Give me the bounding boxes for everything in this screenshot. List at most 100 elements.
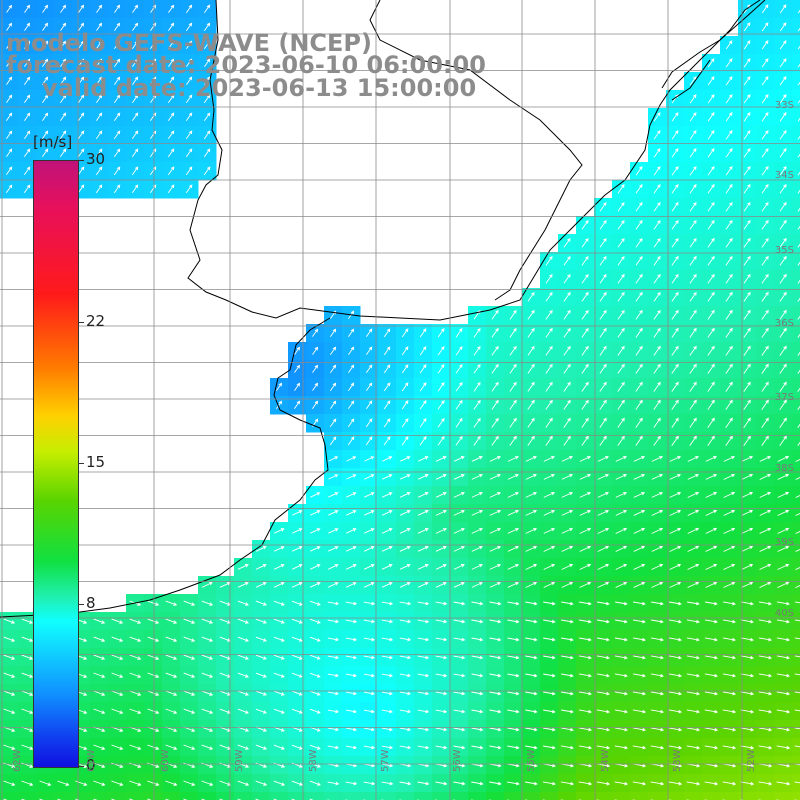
wind-arrow — [113, 166, 121, 176]
wind-arrow — [491, 309, 499, 320]
wind-arrow — [617, 345, 625, 356]
wind-arrow — [507, 619, 520, 624]
wind-arrow — [345, 709, 357, 714]
wind-arrow — [42, 76, 49, 85]
wind-arrow — [707, 381, 715, 392]
wind-arrow — [473, 327, 481, 338]
wind-arrow — [255, 582, 267, 588]
wind-arrow — [543, 455, 555, 462]
wind-arrow — [723, 563, 736, 570]
wind-arrow — [347, 418, 355, 428]
wind-arrow — [185, 166, 193, 176]
wind-arrow — [669, 509, 682, 516]
wind-arrow — [294, 400, 301, 409]
wind-arrow — [704, 709, 719, 714]
wind-arrow — [597, 545, 610, 552]
wind-arrow — [705, 563, 718, 570]
wind-arrow — [309, 654, 321, 660]
wind-arrow — [561, 581, 574, 588]
wind-arrow — [383, 436, 391, 446]
wind-arrow — [543, 527, 556, 534]
wind-arrow — [725, 327, 733, 338]
wind-cell — [90, 792, 109, 800]
wind-arrow — [740, 601, 754, 606]
wind-arrow — [132, 58, 139, 67]
wind-cell — [792, 270, 800, 289]
wind-arrow — [417, 709, 430, 714]
wind-arrow — [668, 727, 683, 732]
wind-arrow — [743, 183, 751, 194]
wind-arrow — [201, 690, 214, 696]
wind-arrow — [651, 455, 664, 462]
wind-arrow — [776, 673, 791, 678]
lon-label: 55W — [526, 749, 537, 772]
wind-arrow — [237, 636, 249, 642]
wind-arrow — [147, 780, 160, 786]
wind-arrow — [578, 655, 592, 660]
wind-arrow — [669, 527, 682, 534]
wind-arrow — [3, 618, 16, 624]
wind-arrow — [563, 363, 571, 374]
wind-arrow — [345, 781, 358, 786]
wind-arrow — [399, 492, 411, 498]
wind-arrow — [725, 309, 733, 320]
wind-arrow — [401, 400, 409, 410]
wind-arrow — [761, 345, 769, 356]
wind-arrow — [489, 655, 502, 660]
wind-arrow — [689, 76, 697, 86]
wind-arrow — [671, 381, 679, 392]
wind-arrow — [382, 510, 393, 516]
wind-arrow — [777, 545, 790, 552]
wind-arrow — [527, 435, 535, 446]
wind-arrow — [797, 351, 800, 356]
wind-arrow — [797, 135, 800, 140]
wind-arrow — [689, 201, 697, 212]
wind-arrow — [561, 601, 574, 606]
wind-arrow — [419, 346, 427, 356]
wind-arrow — [381, 691, 393, 696]
wind-arrow — [653, 273, 661, 284]
wind-arrow — [725, 76, 733, 86]
wind-arrow — [383, 364, 391, 374]
wind-cell — [792, 324, 800, 343]
wind-arrow — [21, 744, 34, 750]
wind-arrow — [292, 564, 303, 570]
wind-arrow — [23, 184, 31, 194]
wind-arrow — [761, 201, 769, 212]
wind-arrow — [507, 455, 519, 462]
wind-arrow — [95, 166, 103, 176]
wind-arrow — [650, 727, 665, 732]
wind-arrow — [776, 637, 791, 642]
wind-arrow — [168, 40, 175, 49]
wind-cell — [720, 792, 739, 800]
wind-arrow — [776, 727, 791, 732]
wind-arrow — [6, 22, 13, 31]
wind-arrow — [759, 581, 772, 589]
wind-arrow — [797, 405, 800, 410]
wind-arrow — [489, 781, 502, 786]
wind-arrow — [578, 745, 593, 750]
wind-arrow — [111, 636, 124, 642]
wind-arrow — [129, 618, 142, 624]
wind-arrow — [291, 636, 303, 642]
wind-cell — [792, 288, 800, 307]
wind-cell — [792, 540, 800, 559]
wind-arrow — [489, 509, 502, 516]
wind-arrow — [759, 509, 772, 516]
wind-arrow — [653, 148, 661, 158]
wind-arrow — [561, 637, 574, 642]
wind-arrow — [291, 780, 304, 786]
wind-arrow — [650, 637, 664, 642]
wind-arrow — [96, 22, 103, 31]
wind-arrow — [615, 491, 628, 498]
wind-arrow — [687, 581, 700, 588]
wind-arrow — [563, 273, 571, 284]
wind-arrow — [597, 637, 610, 642]
coastline-uruguay-brazil — [187, 0, 761, 321]
wind-arrow — [78, 76, 85, 85]
wind-arrow — [597, 619, 610, 624]
wind-arrow — [111, 744, 124, 750]
wind-arrow — [743, 165, 751, 176]
